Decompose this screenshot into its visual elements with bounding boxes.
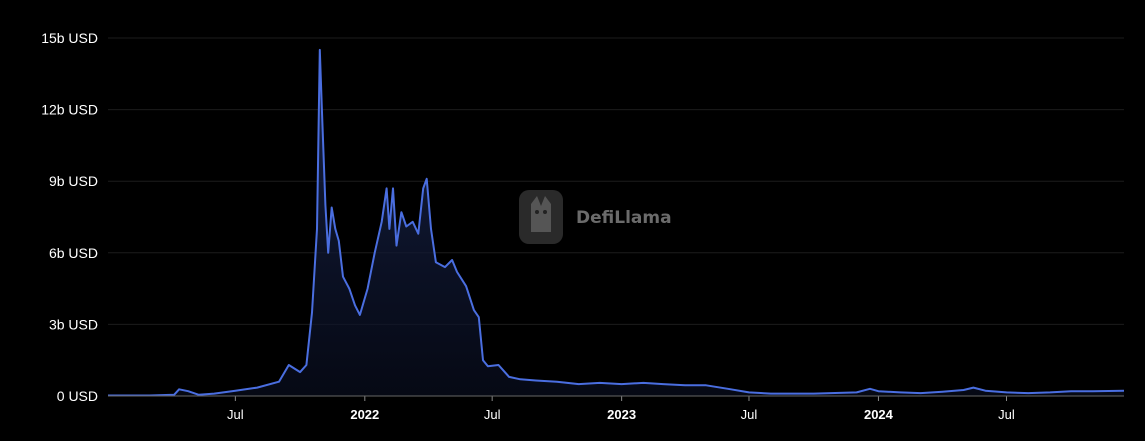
watermark-text: DefiLlama bbox=[576, 208, 672, 228]
y-axis: 0 USD 3b USD 6b USD 9b USD 12b USD 15b USD bbox=[41, 30, 98, 404]
x-tick-label: 2023 bbox=[607, 407, 636, 422]
watermark: DefiLlama bbox=[519, 190, 672, 244]
y-tick-label: 12b USD bbox=[41, 102, 98, 118]
x-tick-label: Jul bbox=[227, 407, 244, 422]
y-tick-label: 9b USD bbox=[49, 173, 98, 189]
y-tick-label: 0 USD bbox=[57, 388, 98, 404]
y-tick-label: 3b USD bbox=[49, 316, 98, 332]
y-tick-label: 15b USD bbox=[41, 30, 98, 46]
x-tick-label: 2022 bbox=[350, 407, 379, 422]
y-tick-label: 6b USD bbox=[49, 245, 98, 261]
series-group bbox=[108, 48, 1125, 397]
x-tick-label: 2024 bbox=[864, 407, 894, 422]
x-tick-label: Jul bbox=[484, 407, 501, 422]
x-axis: Jul 2022 Jul 2023 Jul 2024 Jul bbox=[108, 395, 1124, 422]
llama-logo-icon bbox=[519, 190, 563, 244]
x-tick-label: Jul bbox=[741, 407, 758, 422]
x-tick-label: Jul bbox=[998, 407, 1015, 422]
grid-lines bbox=[108, 37, 1124, 325]
series-line bbox=[108, 48, 1125, 397]
